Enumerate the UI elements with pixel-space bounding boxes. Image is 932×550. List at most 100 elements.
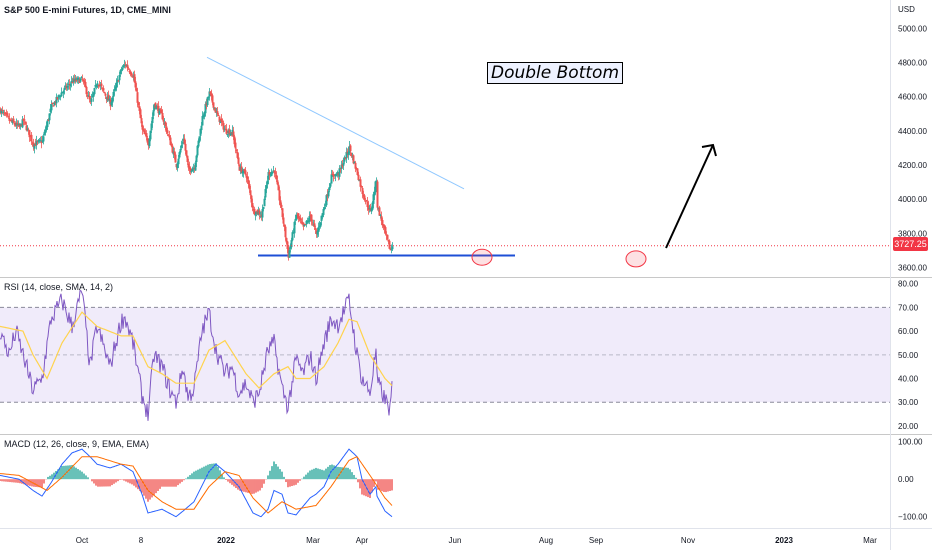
candle-body	[160, 110, 163, 114]
candle-body	[47, 119, 50, 121]
candle-body	[264, 189, 267, 198]
candle-body	[342, 162, 345, 166]
candle-body	[136, 92, 139, 103]
time-tick-label: Aug	[539, 536, 553, 545]
time-tick-label: 8	[139, 536, 144, 545]
candle-body	[345, 151, 348, 159]
candle-body	[321, 213, 324, 218]
candle-body	[133, 74, 136, 83]
candle-body	[127, 68, 130, 70]
time-tick-label: Mar	[863, 536, 877, 545]
candle-body	[267, 172, 270, 180]
candle-body	[380, 216, 383, 221]
candle-body	[332, 174, 335, 177]
candle-body	[51, 102, 54, 105]
candle-body	[101, 87, 104, 89]
candle-body	[23, 119, 26, 121]
macd-pane-title: MACD (12, 26, close, 9, EMA, EMA)	[4, 439, 150, 449]
candle-body	[198, 136, 201, 142]
candle-body	[265, 185, 268, 189]
candle-body	[162, 119, 165, 122]
candle-body	[171, 145, 174, 153]
candle-body	[253, 208, 256, 215]
candle-body	[370, 208, 373, 212]
candle-body	[367, 205, 370, 210]
candle-body	[50, 104, 53, 111]
time-tick-label: Jun	[449, 536, 462, 545]
candle-body	[276, 180, 279, 185]
candle-body	[184, 143, 187, 151]
candle-body	[45, 125, 48, 130]
candle-body	[81, 78, 84, 80]
candle-body	[59, 96, 62, 98]
candle-body	[371, 202, 374, 210]
candle-body	[138, 106, 141, 111]
candle-body	[117, 80, 120, 82]
double-bottom-annotation[interactable]: Double Bottom	[487, 62, 623, 84]
price-tick-label: 4400.00	[898, 127, 927, 136]
candle-body	[314, 228, 317, 230]
candle-body	[273, 170, 276, 173]
candle-body	[154, 102, 157, 108]
candle-body	[164, 121, 167, 127]
candle-body	[148, 138, 151, 147]
candle-body	[183, 138, 186, 144]
rsi-tick-label: 20.00	[898, 422, 919, 431]
candle-body	[25, 125, 28, 131]
candle-body	[75, 79, 78, 82]
candle-body	[234, 142, 237, 149]
candle-body	[180, 145, 183, 148]
candle-body	[119, 70, 122, 74]
candle-body	[277, 184, 280, 191]
candle-body	[320, 215, 323, 221]
candle-body	[271, 171, 274, 174]
candle-body	[275, 174, 278, 180]
macd-tick-label: 100.00	[898, 438, 923, 447]
candle-body	[18, 124, 21, 127]
candle-body	[13, 123, 16, 125]
candle-body	[225, 128, 228, 134]
candle-body	[299, 217, 302, 221]
candle-body	[40, 141, 43, 144]
candle-body	[63, 87, 66, 91]
candle-body	[48, 113, 51, 121]
candle-body	[100, 83, 103, 87]
time-tick-label: Sep	[589, 536, 604, 545]
candle-body	[211, 95, 214, 103]
candle-body	[88, 95, 91, 100]
candle-body	[361, 188, 364, 195]
candle-body	[258, 210, 261, 215]
candle-body	[206, 97, 209, 106]
candle-body	[248, 183, 251, 190]
candle-body	[330, 174, 333, 184]
candle-body	[310, 214, 313, 222]
last-price-tag: 3727.25	[893, 237, 928, 251]
candle-body	[0, 110, 3, 114]
candle-body	[151, 116, 154, 124]
candle-body	[197, 140, 200, 147]
candle-body	[139, 109, 142, 119]
candle-body	[333, 177, 336, 179]
rsi-sma-line	[0, 311, 393, 389]
candle-body	[141, 124, 144, 130]
candle-body	[246, 176, 249, 180]
candle-body	[378, 207, 381, 216]
candle-body	[303, 224, 306, 227]
candle-body	[129, 71, 132, 75]
candle-body	[6, 113, 9, 116]
candle-body	[102, 88, 105, 91]
candle-body	[2, 111, 5, 113]
candle-body	[242, 169, 245, 174]
candle-body	[249, 190, 252, 196]
candle-body	[218, 116, 221, 122]
candle-body	[286, 241, 289, 249]
macd-tick-label: −100.00	[898, 513, 928, 522]
candle-body	[33, 144, 36, 149]
candle-body	[135, 88, 138, 92]
candle-body	[263, 198, 266, 207]
candle-body	[325, 195, 328, 206]
candle-body	[373, 191, 376, 196]
candle-body	[112, 91, 115, 97]
candle-body	[243, 169, 246, 172]
